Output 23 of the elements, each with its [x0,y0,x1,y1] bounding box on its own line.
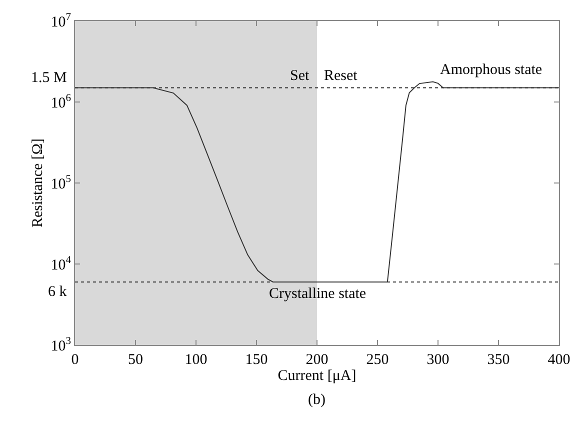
x-tick-label: 100 [184,352,208,368]
y-tick-label: 10$^{3}$ [50,336,71,354]
y-tick-label: 10$^{6}$ [50,92,71,112]
x-tick-label: 300 [426,352,450,368]
ref-line-label: 1.5 M [31,70,67,86]
y-tick-label: 10$^{7}$ [50,12,71,30]
x-tick-label: 50 [128,352,143,368]
annotation: Set [290,68,310,84]
annotation: Crystalline state [269,286,366,302]
x-tick-label: 0 [71,352,79,368]
x-tick-label: 400 [548,352,570,368]
x-tick-label: 250 [366,352,389,368]
text: (b) [308,392,326,408]
x-tick-label: 150 [245,352,268,368]
x-axis-title: Current [μA] [278,368,356,384]
annotation: Amorphous state [440,62,542,78]
y-tick-label: 10$^{4}$ [50,254,72,274]
y-tick-label: 10$^{5}$ [50,174,71,192]
x-tick-label: 200 [306,352,328,368]
annotation: Reset [324,68,358,84]
y-axis-title: Resistance [Ω] [30,138,46,228]
ref-line-label: 6 k [48,284,68,300]
x-tick-label: 350 [487,352,510,368]
